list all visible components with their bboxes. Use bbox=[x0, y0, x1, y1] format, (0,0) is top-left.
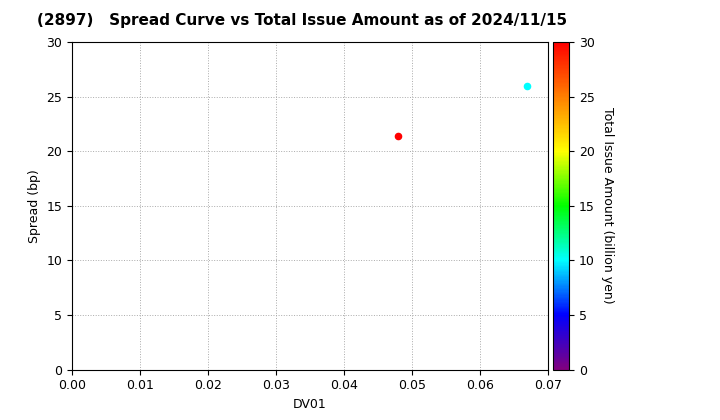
Y-axis label: Spread (bp): Spread (bp) bbox=[28, 169, 41, 243]
Text: (2897)   Spread Curve vs Total Issue Amount as of 2024/11/15: (2897) Spread Curve vs Total Issue Amoun… bbox=[37, 13, 567, 28]
Point bbox=[521, 82, 533, 89]
X-axis label: DV01: DV01 bbox=[293, 398, 327, 411]
Point bbox=[392, 133, 404, 139]
Y-axis label: Total Issue Amount (billion yen): Total Issue Amount (billion yen) bbox=[601, 108, 614, 304]
